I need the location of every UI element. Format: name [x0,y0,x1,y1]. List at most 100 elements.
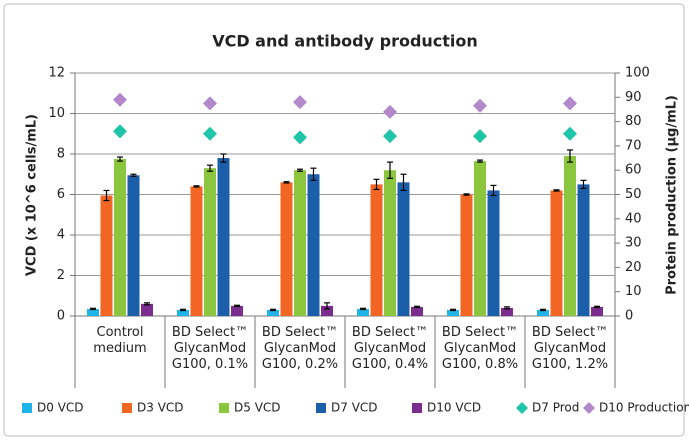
y-axis-label: VCD (x 10^6 cells/mL) [25,114,40,276]
bar [127,175,140,316]
y2-tick-label: 50 [625,187,642,202]
legend-swatch [22,403,32,413]
x-tick-label: BD Select™ GlycanMod G100, 0.8% [442,325,518,372]
bar [550,190,563,316]
error-bar [207,164,213,172]
legend-label: D5 VCD [234,401,281,415]
error-bar [90,307,96,311]
scatter-point [113,92,127,107]
error-bar [220,153,227,163]
y-tick-label: 2 [57,268,65,283]
bar [177,309,189,316]
scatter-point [473,98,487,113]
y-tick-label: 8 [57,147,65,162]
error-bar [540,308,546,312]
y-tick-label: 0 [57,309,65,324]
y-tick-label: 10 [48,106,65,121]
legend-swatch [516,402,528,414]
bar [114,159,126,316]
bar [487,190,500,316]
bar [370,184,383,316]
chart-border [3,3,685,437]
y2-tick-label: 60 [625,163,642,178]
error-bar [387,161,393,179]
bar [577,184,590,316]
bar [87,308,99,316]
error-bar [130,173,137,177]
error-bar [234,304,240,308]
y2-tick-label: 70 [625,138,642,153]
scatter-point [563,126,577,141]
error-bar [270,308,276,312]
error-bar [463,193,470,196]
scatter-point [383,104,397,119]
bar [190,186,203,316]
legend-swatch [122,403,132,413]
legend-label: D3 VCD [137,401,184,415]
legend-label: D7 Prod [532,401,579,415]
y2-tick-label: 80 [625,114,642,129]
error-bar [553,189,560,192]
x-tick-label: BD Select™ GlycanMod G100, 0.1% [172,325,248,372]
bar [141,303,153,316]
bar [474,161,486,316]
scatter-point [293,95,307,110]
scatter-point [293,130,307,145]
error-bar [103,189,110,202]
error-bar [144,302,150,306]
error-bar [580,179,587,190]
y2-tick-label: 30 [625,236,642,251]
x-tick-label: Control medium [93,325,146,356]
legend-label: D10 Production [599,401,689,415]
bar [564,156,576,316]
x-tick-label: BD Select™ GlycanMod G100, 0.4% [352,325,428,372]
bar [100,195,113,316]
bar [411,306,423,316]
bar [280,182,293,316]
scatter-point [473,129,487,144]
y-tick-label: 12 [48,66,65,81]
bar [307,174,320,316]
error-bar [117,156,123,162]
y2-axis-label: Protein production (µg/mL) [665,95,680,295]
error-bar [477,159,483,163]
bar [591,306,603,316]
x-tick-label: BD Select™ GlycanMod G100, 0.2% [262,325,338,372]
scatter-point [203,96,217,111]
bar [294,170,306,316]
error-bar [297,168,303,172]
y2-tick-label: 100 [625,66,650,81]
bar [501,307,513,316]
error-bar [360,307,366,311]
error-bar [567,149,573,163]
bar [384,170,396,316]
y2-tick-label: 20 [625,260,642,275]
bar [217,158,230,316]
scatter-point [563,96,577,111]
error-bar [400,173,407,192]
bar [267,309,279,316]
bar [204,168,216,316]
error-bar [450,308,456,312]
legend-swatch [316,403,326,413]
error-bar [310,167,317,181]
scatter-point [203,126,217,141]
y2-tick-label: 10 [625,284,642,299]
legend-label: D7 VCD [331,401,378,415]
y-tick-label: 4 [57,228,65,243]
bar [447,309,459,316]
bar [460,194,473,316]
chart-title: VCD and antibody production [212,32,478,51]
x-tick-label: BD Select™ GlycanMod G100, 1.2% [532,325,608,372]
error-bar [193,185,200,188]
bar [231,305,243,316]
error-bar [283,181,290,184]
error-bar [414,305,420,309]
y2-tick-label: 40 [625,211,642,226]
error-bar [373,178,380,191]
scatter-point [383,129,397,144]
legend-swatch [219,403,229,413]
legend-swatch [412,403,422,413]
legend-swatch [583,402,595,414]
